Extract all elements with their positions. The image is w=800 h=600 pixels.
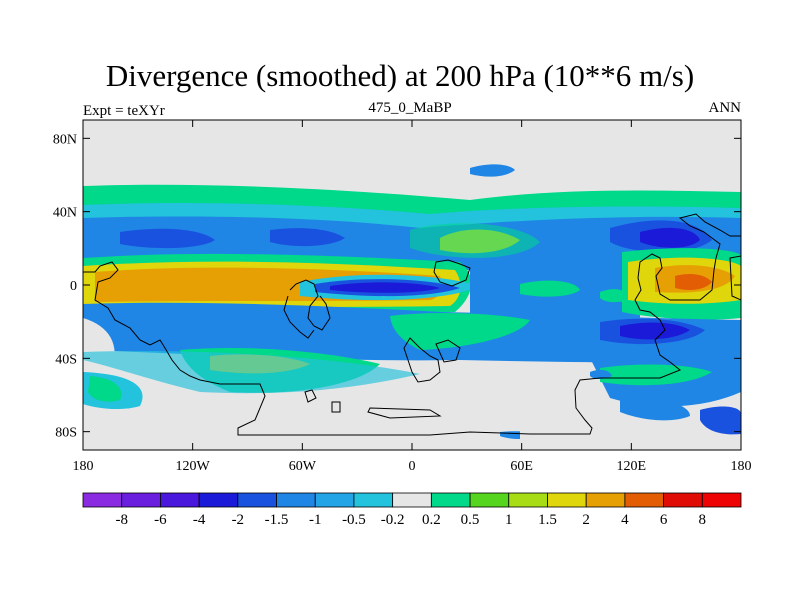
contour-band xyxy=(520,280,629,303)
colorbar-label: 8 xyxy=(699,512,707,528)
colorbar-swatch xyxy=(198,492,239,508)
contour-band xyxy=(120,220,712,253)
colorbar-swatch xyxy=(624,492,664,508)
colorbar-swatch xyxy=(82,492,123,508)
colorbar-swatch xyxy=(392,492,432,508)
coastline xyxy=(433,259,471,287)
lon-tick-label: 0 xyxy=(409,459,416,474)
continent-outlines xyxy=(83,213,741,436)
colorbar-label: -2 xyxy=(232,512,245,528)
contour-band xyxy=(390,313,530,350)
lon-tick-label: 60E xyxy=(510,459,533,474)
colorbar-label: 0.2 xyxy=(422,512,441,528)
colorbar-swatch xyxy=(663,492,703,508)
colorbar-swatch xyxy=(314,492,355,508)
colorbar-label: 1 xyxy=(505,512,513,528)
colorbar-swatch xyxy=(276,492,316,508)
contour-band xyxy=(590,369,612,379)
coastline xyxy=(283,295,315,339)
contour-band xyxy=(520,414,620,443)
coastline xyxy=(289,279,331,331)
latitude-axis: 80N 40N 0 40S 80S xyxy=(53,132,741,441)
lat-tick-label: 80N xyxy=(53,132,77,147)
lon-tick-label: 120E xyxy=(617,459,647,474)
coastline xyxy=(729,255,741,301)
contour-band xyxy=(330,282,440,293)
colorbar-label: -1.5 xyxy=(265,512,289,528)
contour-band xyxy=(675,274,712,290)
colorbar: -8 -6 -4 -2 -1.5 -1 -0.5 -0.2 0.2 0.5 1 1.5 2 4 6 8 xyxy=(82,492,742,528)
colorbar-swatch xyxy=(237,492,277,508)
contour-band xyxy=(700,406,741,435)
contour-band xyxy=(83,350,420,394)
colorbar-label: 4 xyxy=(621,512,629,528)
divergence-field xyxy=(83,164,741,443)
lon-tick-label: 180 xyxy=(73,459,94,474)
colorbar-label: 6 xyxy=(660,512,668,528)
coastline xyxy=(304,389,317,403)
lon-tick-label: 180 xyxy=(731,459,752,474)
colorbar-label: -0.5 xyxy=(342,512,366,528)
lat-tick-label: 0 xyxy=(70,279,77,294)
contour-band xyxy=(640,227,700,248)
coastline xyxy=(331,401,341,413)
contour-band xyxy=(620,398,690,421)
coastline xyxy=(403,337,441,383)
colorbar-label: 1.5 xyxy=(538,512,557,528)
longitude-axis: 180 120W 60W 0 60E 120E 180 xyxy=(73,120,752,474)
contour-band xyxy=(620,322,690,340)
coastline xyxy=(83,213,741,436)
colorbar-swatch xyxy=(469,492,510,508)
colorbar-swatch xyxy=(547,492,587,508)
colorbar-label: -8 xyxy=(115,512,128,528)
map-panel: 80N 40N 0 40S 80S 180 120W 60W 0 60E 120E 180 xyxy=(53,119,752,474)
colorbar-label: 2 xyxy=(582,512,590,528)
colorbar-swatch xyxy=(160,492,200,508)
contour-band xyxy=(88,376,122,402)
contour-band xyxy=(410,223,540,258)
lon-tick-label: 120W xyxy=(176,459,211,474)
colorbar-label: -1 xyxy=(309,512,322,528)
colorbar-label: -4 xyxy=(193,512,206,528)
colorbar-label: 0.5 xyxy=(461,512,480,528)
colorbar-swatch xyxy=(585,492,626,508)
colorbar-swatch xyxy=(508,492,548,508)
colorbar-label: -0.2 xyxy=(381,512,405,528)
colorbar-label: -6 xyxy=(154,512,167,528)
experiment-label: Expt = teXYr xyxy=(83,103,165,119)
season-label: ANN xyxy=(708,100,742,116)
coastline xyxy=(367,407,442,419)
lat-tick-label: 40N xyxy=(53,206,77,221)
colorbar-swatch xyxy=(701,492,742,508)
period-label: 475_0_MaBP xyxy=(368,100,452,116)
lat-tick-label: 80S xyxy=(55,426,77,441)
coastline xyxy=(435,339,461,363)
colorbar-swatch xyxy=(121,492,161,508)
contour-band xyxy=(600,364,712,386)
plot-title: Divergence (smoothed) at 200 hPa (10**6 … xyxy=(105,58,695,93)
lat-tick-label: 40S xyxy=(55,352,77,367)
contour-band xyxy=(470,164,515,177)
colorbar-swatch xyxy=(353,492,394,508)
colorbar-swatch xyxy=(430,492,471,508)
lon-tick-label: 60W xyxy=(289,459,317,474)
